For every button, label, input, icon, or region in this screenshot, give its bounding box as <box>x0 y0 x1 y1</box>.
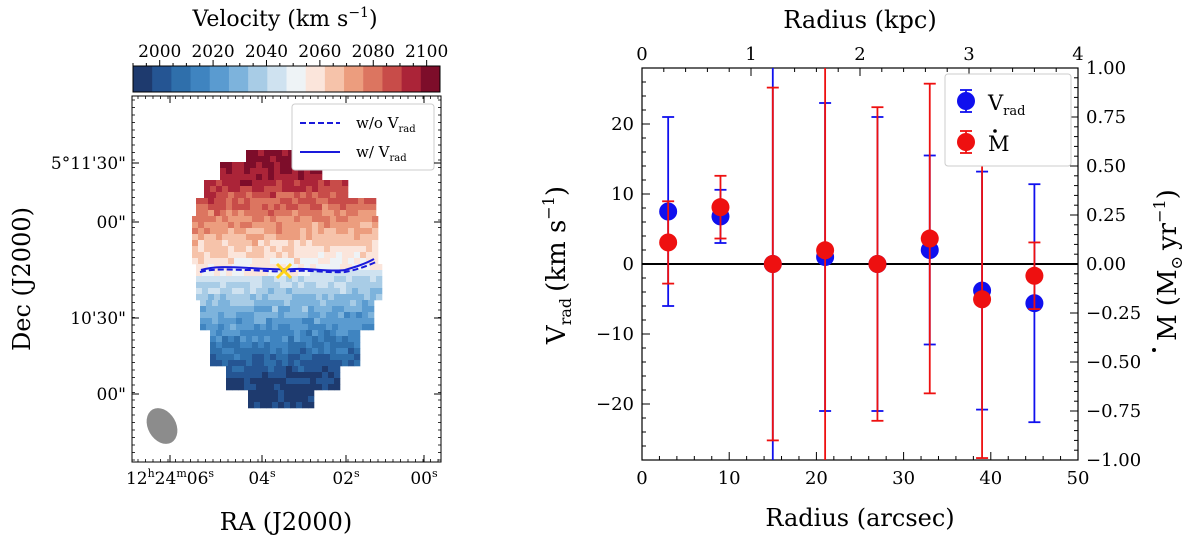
velocity-map: w/o Vrad w/ Vrad 5°11'30" 00" 10'30" 00"… <box>8 95 442 536</box>
plot-ticks: 0 10 20 30 40 50 0 1 2 3 4 −20 −10 0 10 20 −1.00 −0.75 −0.… <box>596 44 1141 489</box>
x-tick-label: 50 <box>1067 468 1090 489</box>
top-x-tick-label: 1 <box>745 44 756 65</box>
top-x-axis-label: Radius (kpc) <box>783 6 936 34</box>
colorbar-segment <box>382 66 403 92</box>
x-tick-label: 40 <box>979 468 1002 489</box>
map-legend: w/o Vrad w/ Vrad <box>291 103 435 171</box>
colorbar-segment <box>420 66 441 92</box>
colorbar-title: Velocity (km s−1) <box>191 5 377 32</box>
legend-mdot-marker <box>957 133 975 151</box>
colorbar-segment <box>401 66 422 92</box>
x-tick-label: 10 <box>718 468 741 489</box>
colorbar-segment <box>344 66 364 92</box>
legend-mdot-label: M <box>988 132 1010 156</box>
ra-axis-label: RA (J2000) <box>220 508 352 536</box>
dec-tick-label: 00" <box>97 385 126 405</box>
y2-tick-label: 0.75 <box>1086 107 1126 128</box>
colorbar-segment <box>152 66 172 92</box>
y2-tick-label: 0.50 <box>1086 156 1126 177</box>
dec-axis-label: Dec (J2000) <box>8 207 36 351</box>
mdot-point <box>1025 241 1044 310</box>
dec-tick-label: 5°11'30" <box>51 154 126 174</box>
colorbar-tick-label: 2040 <box>245 42 288 62</box>
x-tick-label: 0 <box>636 468 647 489</box>
legend-vrad-label: Vrad <box>987 91 1025 119</box>
dec-tick-label: 00" <box>97 213 126 233</box>
y2-tick-label: −1.00 <box>1086 450 1141 471</box>
legend-label-with: w/ Vrad <box>356 143 407 164</box>
y2-tick-label: −0.75 <box>1086 401 1141 422</box>
colorbar <box>132 65 441 93</box>
colorbar-tick-label: 2060 <box>298 42 341 62</box>
dec-tick-label: 10'30" <box>70 309 126 329</box>
x-axis-label: Radius (arcsec) <box>765 504 954 532</box>
data-series <box>659 68 1044 460</box>
y-tick-label: −20 <box>596 394 634 415</box>
contour-with-vrad <box>200 258 375 272</box>
ra-tick-label: 12h24m06s <box>126 467 214 489</box>
y-tick-label: 0 <box>623 254 634 275</box>
colorbar-segment <box>209 66 230 92</box>
radial-velocity-plot: 0 10 20 30 40 50 0 1 2 3 4 −20 −10 0 10 20 −1.00 −0.75 −0.… <box>539 6 1186 532</box>
x-tick-label: 30 <box>892 468 915 489</box>
ra-tick-label: 04s <box>248 467 276 489</box>
colorbar-frame <box>132 65 441 93</box>
mdot-point <box>659 200 678 285</box>
plot-legend: Vrad M <box>944 73 1072 167</box>
velocity-field-pixels <box>192 150 383 409</box>
y2-tick-label: 0.25 <box>1086 205 1126 226</box>
colorbar-tick-label: 2020 <box>191 42 234 62</box>
colorbar-tick-label: 2100 <box>405 42 448 62</box>
x-tick-label: 20 <box>805 468 828 489</box>
y2-label-dot <box>1152 348 1156 352</box>
galaxy-center-marker <box>275 262 293 280</box>
y-tick-label: 20 <box>611 114 634 135</box>
mdot-point <box>868 106 887 422</box>
beam-ellipse <box>146 408 178 444</box>
top-x-tick-label: 0 <box>636 44 647 65</box>
ra-tick-label: 00s <box>410 467 438 489</box>
colorbar-segment <box>286 66 307 92</box>
colorbar-segment <box>324 66 345 92</box>
mdot-point <box>711 174 730 240</box>
map-ticks <box>132 96 441 462</box>
y2-axis-label: M(M⊙yr−1) <box>1150 189 1186 352</box>
mdot-point <box>973 139 992 459</box>
top-x-tick-label: 2 <box>854 44 865 65</box>
y-tick-label: 10 <box>611 184 634 205</box>
y2-tick-label: 0.00 <box>1086 254 1126 275</box>
colorbar-segment <box>363 66 383 92</box>
y2-tick-label: 1.00 <box>1086 58 1126 79</box>
colorbar-segment <box>305 66 326 92</box>
mdot-point <box>920 82 939 395</box>
y2-tick-label: −0.50 <box>1086 352 1141 373</box>
colorbar-tick-label: 2000 <box>138 42 181 62</box>
top-x-tick-label: 4 <box>1072 44 1083 65</box>
mdot-point <box>763 86 782 442</box>
colorbar-ticks: 2000 2020 2040 2060 2080 2100 <box>132 42 448 66</box>
y2-tick-label: −0.25 <box>1086 303 1141 324</box>
mdot-point <box>816 68 835 460</box>
colorbar-segment <box>133 66 153 92</box>
contour-without-vrad <box>199 261 377 274</box>
y-tick-label: −10 <box>596 324 634 345</box>
colorbar-segment <box>190 66 211 92</box>
legend-vrad-marker <box>957 92 975 110</box>
colorbar-tick-label: 2080 <box>352 42 395 62</box>
legend-label-without: w/o Vrad <box>356 114 416 135</box>
legend-mdot-dot <box>993 129 997 133</box>
colorbar-segment <box>248 66 268 92</box>
ra-tick-label: 02s <box>332 467 360 489</box>
y-axis-label: Vrad(km s−1) <box>539 186 575 345</box>
top-x-tick-label: 3 <box>963 44 974 65</box>
colorbar-segment <box>267 66 287 92</box>
svg-text:M(M⊙yr−1): M(M⊙yr−1) <box>1150 189 1186 341</box>
colorbar-segment <box>228 66 249 92</box>
colorbar-segment <box>171 66 192 92</box>
